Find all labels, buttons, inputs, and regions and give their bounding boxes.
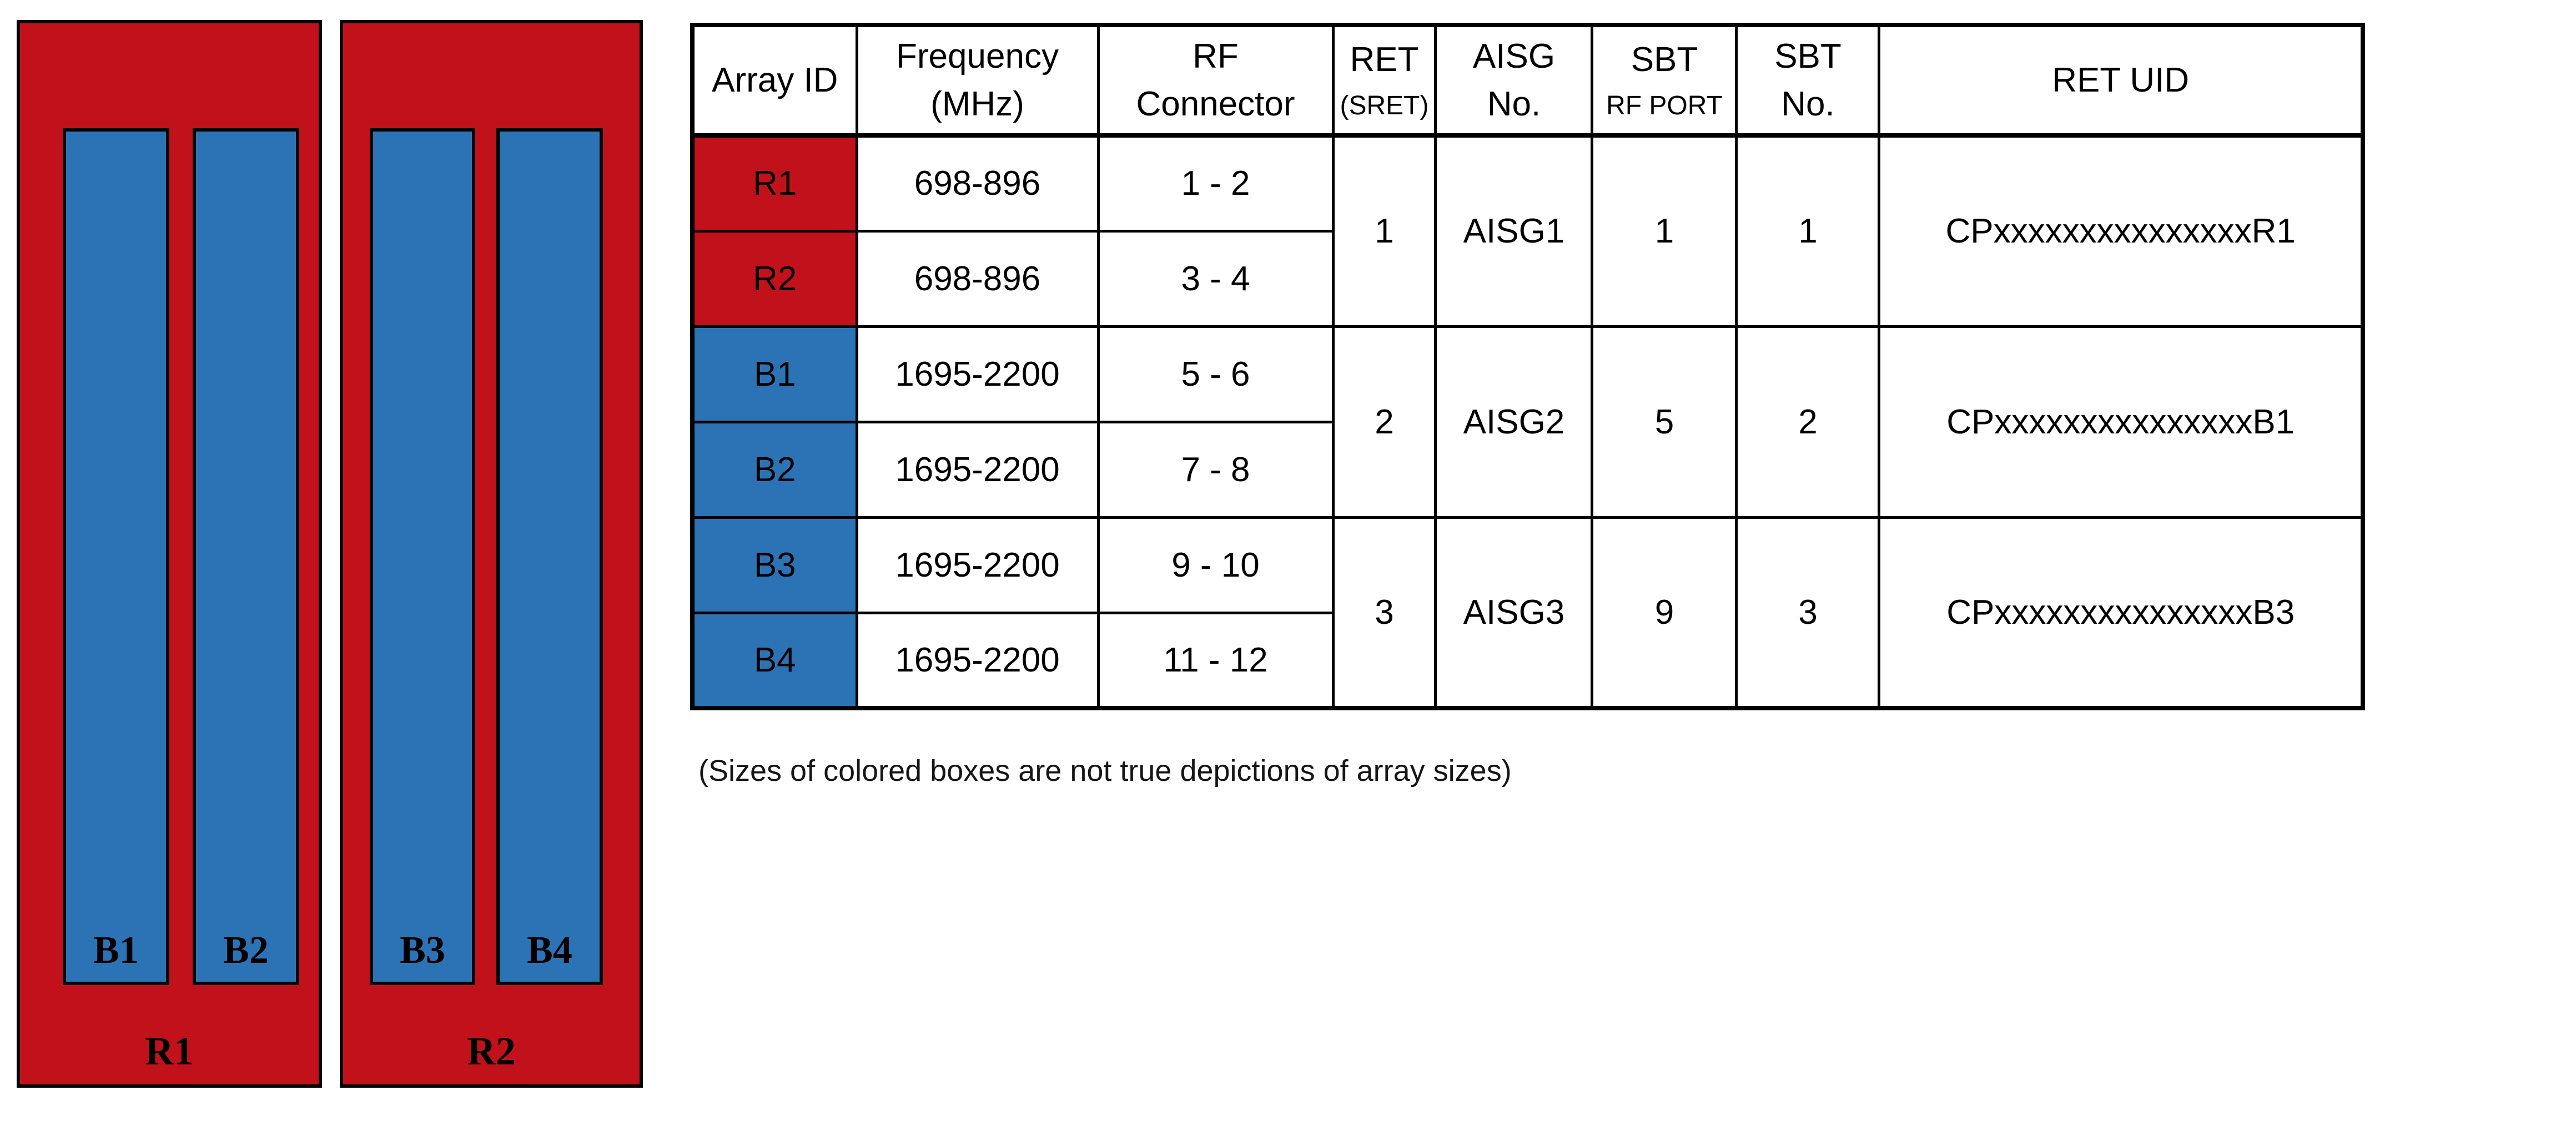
cell-ret-uid: CPxxxxxxxxxxxxxxxR1 (1878, 134, 2364, 328)
panel-label: R2 (467, 1029, 516, 1073)
bar-label: B1 (93, 929, 139, 972)
cell-aisg: AISG3 (1434, 516, 1594, 710)
cell-frequency: 1695-2200 (855, 420, 1100, 519)
cell-ret: 3 (1331, 516, 1437, 710)
cell-frequency: 1695-2200 (855, 611, 1100, 710)
array-bar-b4: B4 (496, 128, 603, 985)
cell-ret: 2 (1331, 325, 1437, 519)
table-row-r2: R2 698-896 3 - 4 (691, 229, 2363, 328)
cell-array-id: R1 (691, 134, 858, 233)
header-frequency-line2: (MHz) (930, 84, 1024, 123)
cell-sbt-no: 2 (1735, 325, 1881, 519)
cell-frequency: 1695-2200 (855, 325, 1100, 423)
array-bar-b3: B3 (370, 128, 475, 985)
bar-label: B4 (527, 929, 572, 972)
cell-aisg: AISG1 (1434, 134, 1594, 328)
cell-ret-uid: CPxxxxxxxxxxxxxxxB3 (1878, 516, 2364, 710)
cell-rf-connector: 9 - 10 (1096, 516, 1335, 614)
cell-array-id: B2 (691, 420, 858, 519)
header-sbt-no-line2: No. (1781, 84, 1835, 123)
cell-aisg: AISG2 (1434, 325, 1594, 519)
array-bar-b1: B1 (63, 128, 169, 985)
header-sbt-rf-port-line1: SBT (1631, 40, 1698, 79)
header-aisg: AISG No. (1434, 23, 1594, 138)
cell-sbt-no: 1 (1735, 134, 1881, 328)
cell-ret: 1 (1331, 134, 1437, 328)
header-aisg-line1: AISG (1472, 37, 1556, 76)
table-row-b2: B2 1695-2200 7 - 8 (691, 420, 2363, 519)
header-sbt-rf-port: SBT RF PORT (1591, 23, 1738, 138)
cell-rf-connector: 5 - 6 (1096, 325, 1335, 423)
header-sbt-rf-port-line2: RF PORT (1606, 90, 1723, 120)
table-row-b1: B1 1695-2200 5 - 6 2 AISG2 5 2 CPxxxxxxx… (691, 325, 2364, 519)
array-config-table: Array ID Frequency (MHz) RF Connector (690, 23, 2365, 710)
cell-array-id: B4 (691, 611, 858, 710)
cell-rf-connector: 1 - 2 (1096, 134, 1335, 233)
table-row-b3: B3 1695-2200 9 - 10 3 AISG3 9 3 CPxxxxxx… (691, 516, 2364, 710)
header-ret-uid: RET UID (1878, 23, 2364, 138)
header-row: Array ID Frequency (MHz) RF Connector (691, 23, 2364, 138)
header-rf-connector-line1: RF (1193, 37, 1239, 76)
cell-sbt-rf-port: 5 (1591, 325, 1738, 519)
header-rf-connector: RF Connector (1096, 23, 1335, 138)
cell-frequency: 698-896 (855, 134, 1100, 233)
header-aisg-line2: No. (1487, 84, 1541, 123)
cell-sbt-no: 3 (1735, 516, 1881, 710)
cell-rf-connector: 7 - 8 (1096, 420, 1335, 519)
table-row-r1: R1 698-896 1 - 2 1 AISG1 1 1 CPxxxxxxxxx… (691, 134, 2364, 328)
array-panel-r1: B1 B2 R1 (17, 20, 322, 1088)
array-bar-b2: B2 (193, 128, 299, 985)
header-array-id: Array ID (691, 23, 858, 138)
array-panel-r2: B3 B4 R2 (340, 20, 643, 1088)
cell-array-id: B3 (691, 516, 858, 614)
size-disclaimer-caption: (Sizes of colored boxes are not true dep… (698, 754, 1512, 787)
header-frequency-line1: Frequency (896, 37, 1059, 76)
cell-rf-connector: 11 - 12 (1096, 611, 1335, 710)
table-row-b4: B4 1695-2200 11 - 12 (691, 611, 2363, 710)
header-sbt-no-line1: SBT (1774, 37, 1842, 76)
cell-frequency: 698-896 (855, 229, 1100, 328)
panel-label: R1 (145, 1029, 194, 1073)
header-ret-line1: RET (1350, 40, 1419, 79)
cell-rf-connector: 3 - 4 (1096, 229, 1335, 328)
bar-label: B3 (400, 929, 445, 972)
cell-sbt-rf-port: 1 (1591, 134, 1738, 328)
header-ret-line2: (SRET) (1340, 90, 1429, 120)
header-frequency: Frequency (MHz) (855, 23, 1100, 138)
header-ret: RET (SRET) (1331, 23, 1437, 138)
cell-ret-uid: CPxxxxxxxxxxxxxxxB1 (1878, 325, 2364, 519)
cell-frequency: 1695-2200 (855, 516, 1100, 614)
cell-sbt-rf-port: 9 (1591, 516, 1738, 710)
cell-array-id: R2 (691, 229, 858, 328)
cell-array-id: B1 (691, 325, 858, 423)
bar-label: B2 (223, 929, 269, 972)
header-sbt-no: SBT No. (1735, 23, 1881, 138)
array-config-table-wrap: Array ID Frequency (MHz) RF Connector (690, 23, 2365, 710)
header-rf-connector-line2: Connector (1136, 84, 1295, 123)
